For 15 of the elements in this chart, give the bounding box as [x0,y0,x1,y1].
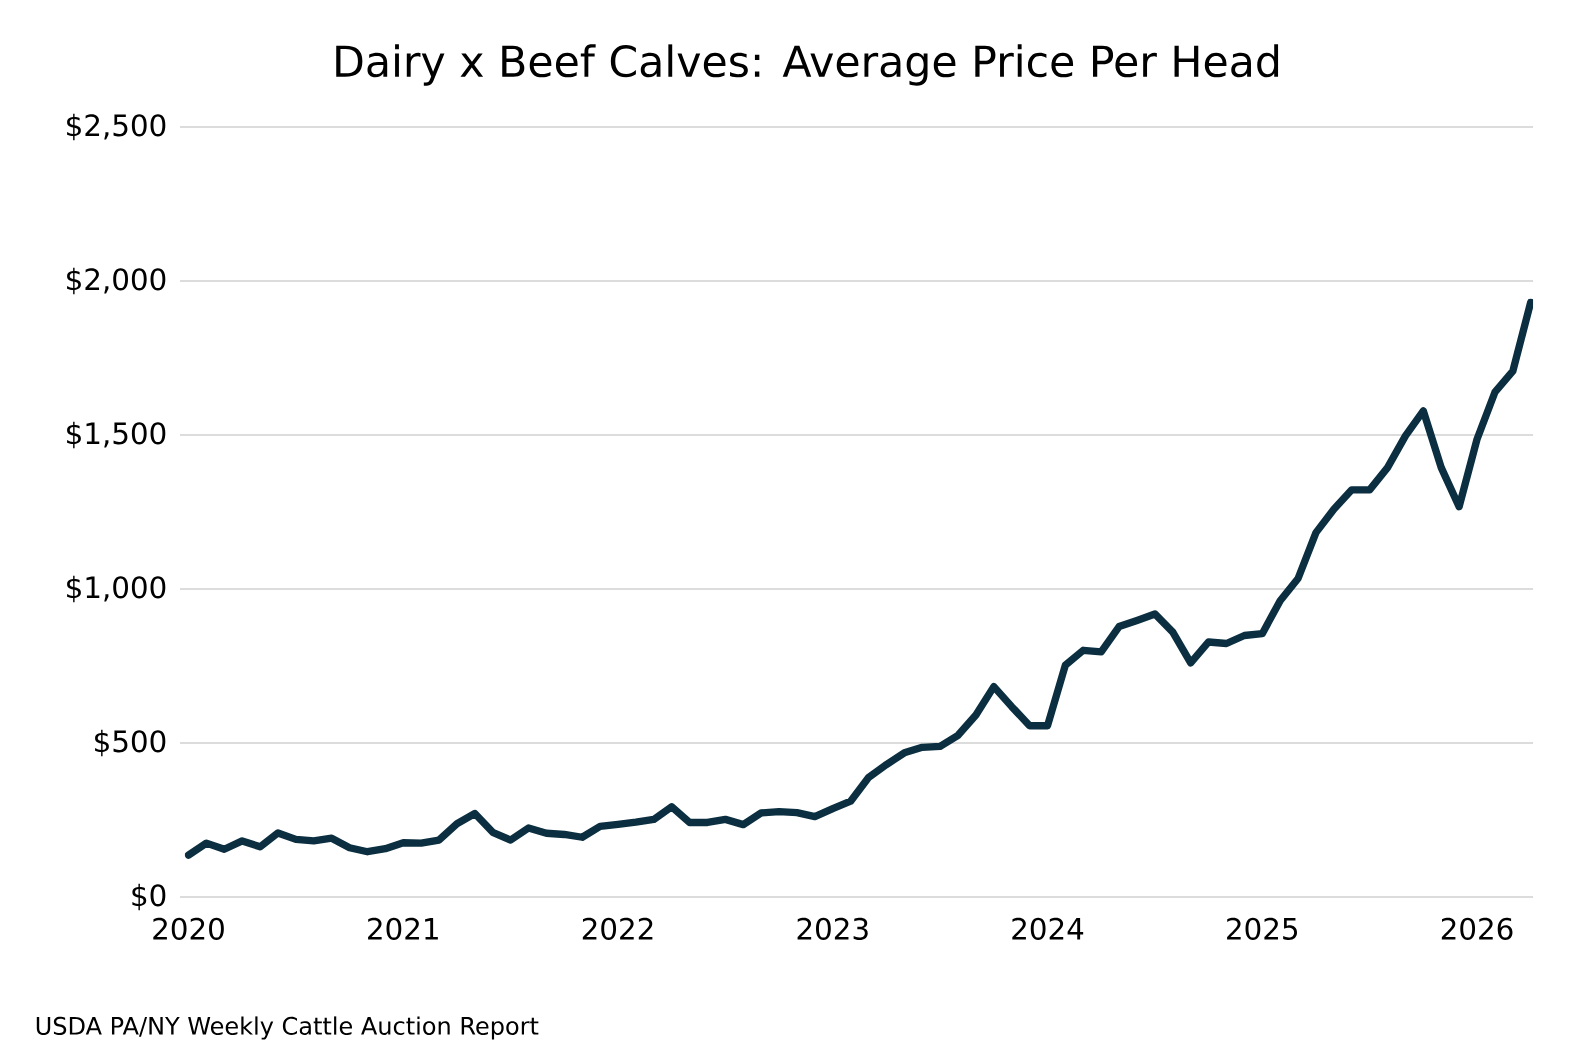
y-tick-label: $1,000 [67,575,166,603]
x-tick-label: 2026 [1441,917,1513,940]
x-tick-label: 2022 [582,917,653,940]
chart-title: Dairy x Beef Calves: Average Price Per Head [336,44,1279,86]
y-tick-label: $1,500 [67,421,166,449]
y-tick-label: $0 [132,883,166,911]
x-tick-label: 2023 [797,917,868,940]
x-tick-label: 2021 [368,917,438,940]
y-tick-label: $2,500 [67,113,166,141]
x-tick-label: 2024 [1012,917,1084,940]
text: USDA PA/NY Weekly Cattle Auction Report [36,1016,539,1040]
y-tick-label: $500 [95,729,166,757]
y-tick-label: $2,000 [67,267,166,295]
x-tick-label: 2020 [153,917,224,940]
x-tick-label: 2025 [1227,917,1298,940]
